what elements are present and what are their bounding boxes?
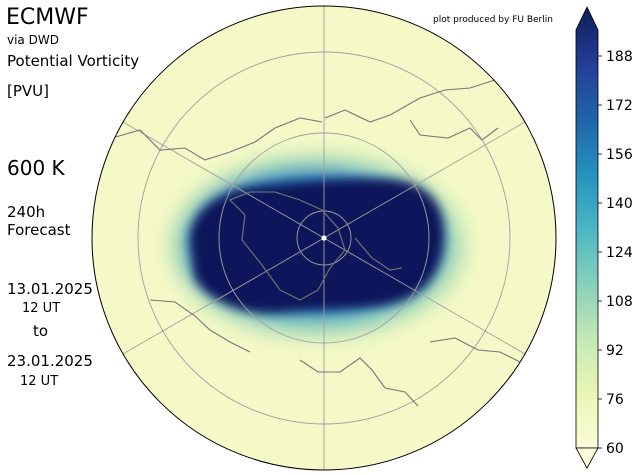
colorbar-tick-label: 108 — [606, 294, 633, 310]
variable-label: Potential Vorticity — [7, 52, 140, 70]
level-label: 600 K — [7, 156, 65, 180]
start-time: 12 UT — [22, 301, 61, 316]
end-date: 23.01.2025 — [7, 352, 93, 370]
colorbar-tick-label: 156 — [606, 147, 633, 163]
end-time: 12 UT — [20, 374, 59, 389]
colorbar: 188 172 156 140 124 108 92 76 60 — [575, 6, 633, 469]
north-pole-marker — [321, 235, 327, 241]
forecast-label: Forecast — [7, 221, 71, 239]
start-date: 13.01.2025 — [7, 280, 93, 298]
colorbar-tick-label: 60 — [606, 441, 624, 457]
model-title: ECMWF — [6, 5, 89, 30]
colorbar-tick-label: 188 — [606, 49, 633, 65]
colorbar-tick-label: 124 — [606, 245, 633, 261]
colorbar-tick-label: 140 — [606, 196, 633, 212]
colorbar-min-triangle — [575, 447, 599, 469]
colorbar-gradient — [575, 6, 599, 449]
forecast-hours-label: 240h — [7, 203, 46, 221]
polar-vortex-core — [190, 178, 445, 314]
colorbar-tick-label: 172 — [606, 98, 633, 114]
map-boundary — [91, 5, 557, 471]
colorbar-tick-label: 76 — [606, 392, 624, 408]
to-label: to — [33, 322, 49, 340]
unit-label: [PVU] — [7, 82, 49, 100]
polar-map — [91, 5, 557, 471]
data-source-label: via DWD — [7, 33, 59, 47]
colorbar-tick-label: 92 — [606, 343, 624, 359]
credit-text: plot produced by FU Berlin — [433, 15, 553, 25]
